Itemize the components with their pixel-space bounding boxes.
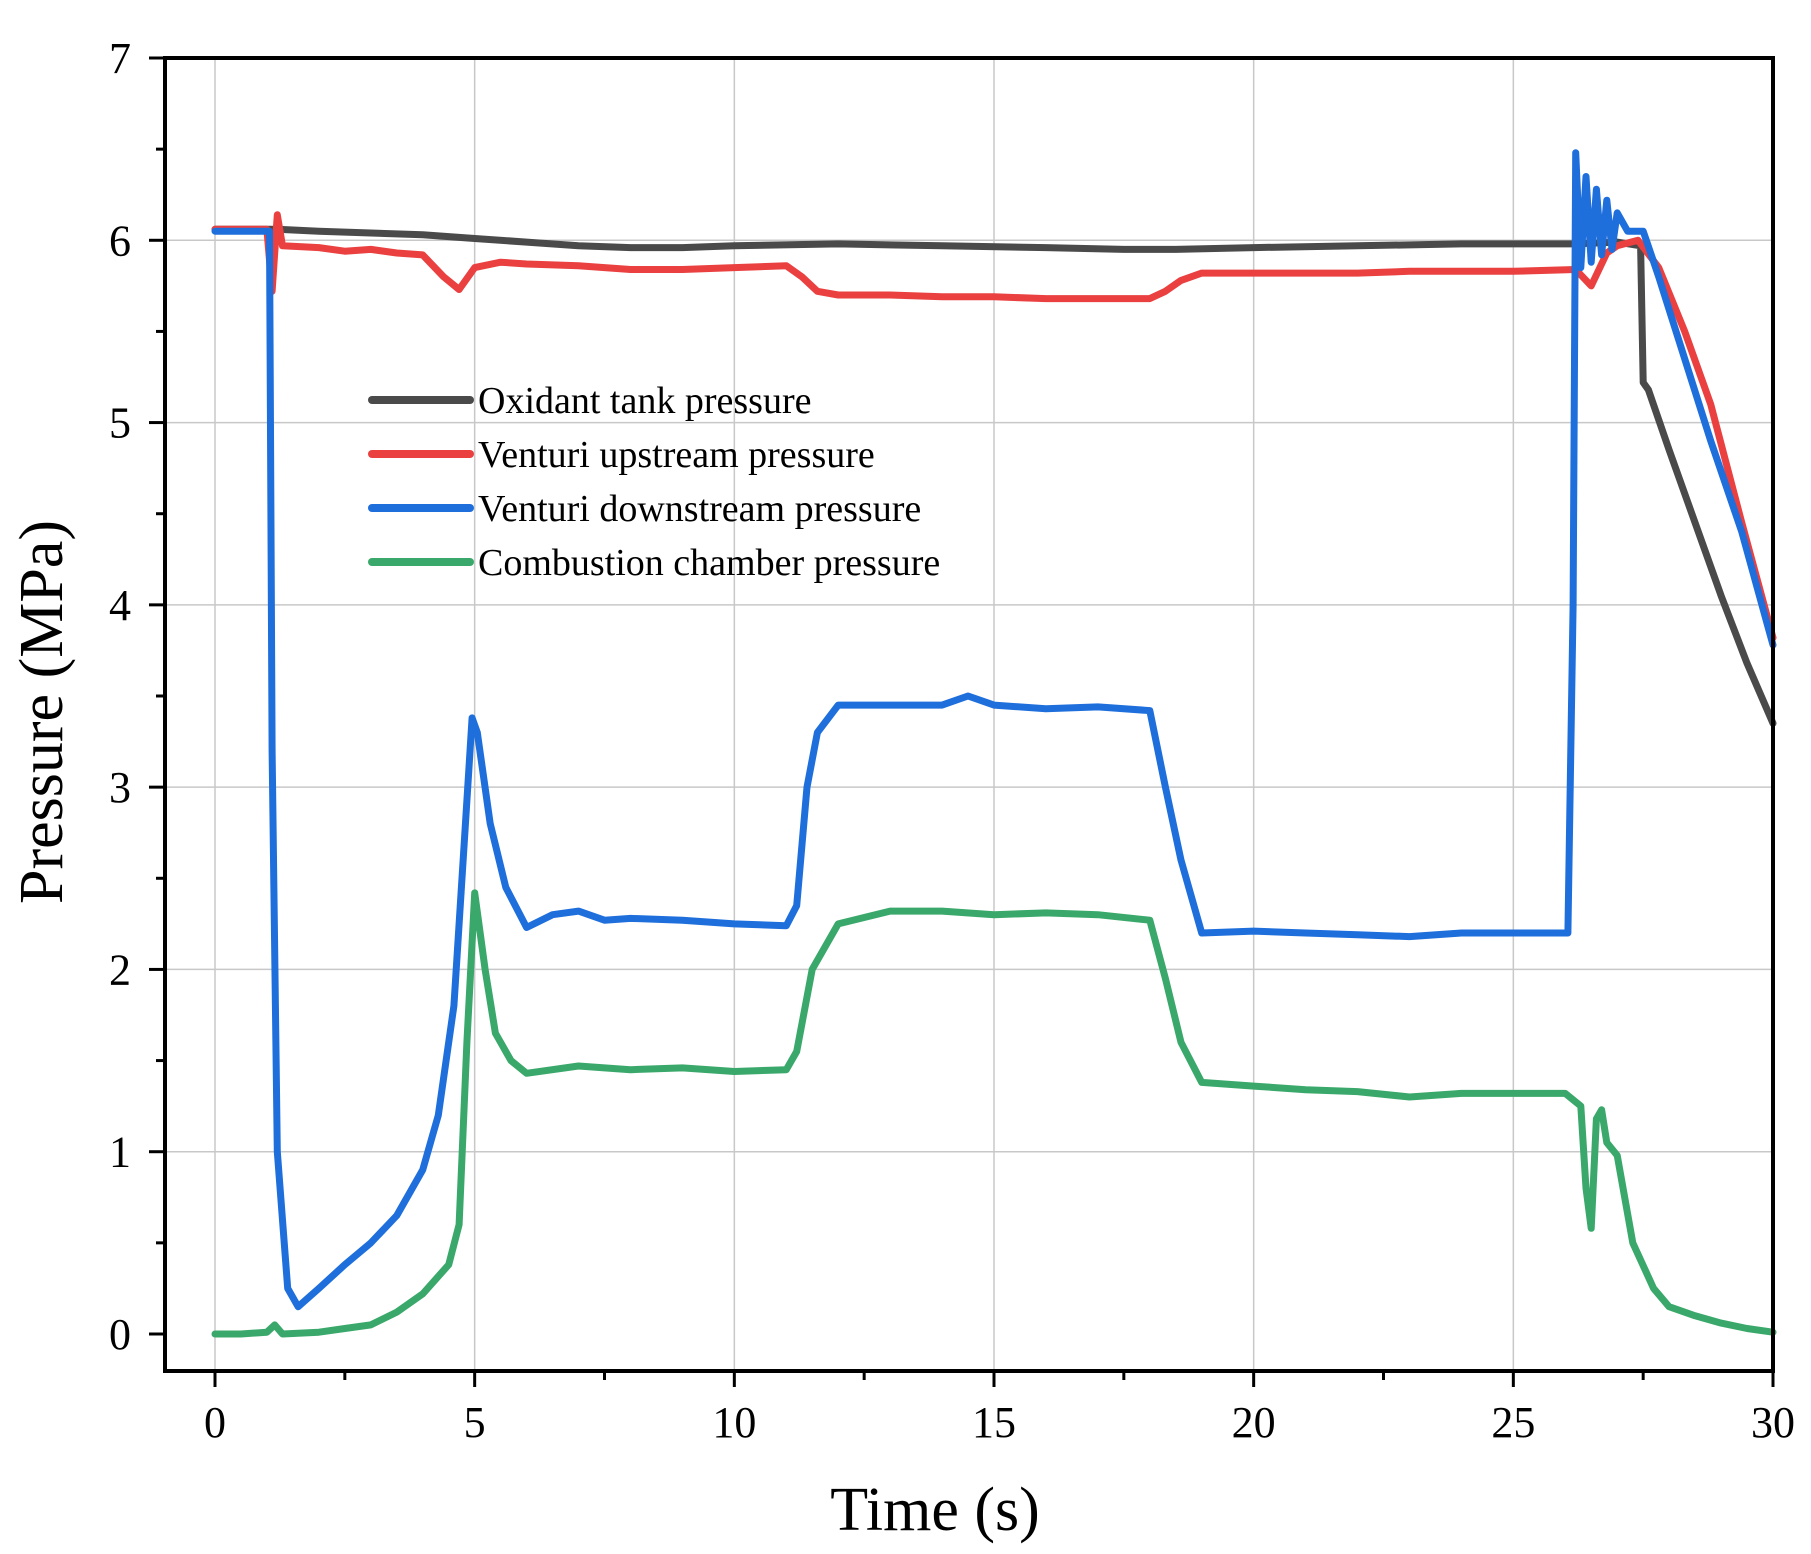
y-tick-label: 7 (109, 34, 131, 83)
legend-label-venturi-upstream-pressure: Venturi upstream pressure (478, 434, 875, 476)
plot-frame (163, 56, 1775, 1373)
y-tick-label: 1 (109, 1128, 131, 1177)
series-line-venturi-downstream-pressure (211, 149, 1777, 1311)
series-layer (211, 149, 1777, 1338)
tick-labels: 0 5 10 15 20 25 30 0 1 2 3 4 5 6 7 (109, 34, 1795, 1447)
y-tick-label: 5 (109, 399, 131, 448)
series-line-venturi-upstream-pressure (211, 211, 1777, 642)
legend-label-combustion-chamber-pressure: Combustion chamber pressure (478, 542, 940, 584)
x-tick-label: 10 (712, 1398, 756, 1447)
x-tick-label: 0 (204, 1398, 226, 1447)
x-tick-label: 15 (972, 1398, 1016, 1447)
series-line-oxidant-tank-pressure (211, 225, 1777, 727)
y-axis-title: Pressure (MPa) (8, 520, 76, 904)
legend: Oxidant tank pressure Venturi upstream pr… (368, 380, 940, 584)
y-tick-label: 6 (109, 216, 131, 265)
grid (165, 58, 1774, 1371)
y-tick-label: 4 (109, 581, 131, 630)
x-axis-title: Time (s) (830, 1476, 1040, 1544)
x-tick-label: 5 (464, 1398, 486, 1447)
x-tick-label: 20 (1232, 1398, 1276, 1447)
y-tick-label: 2 (109, 945, 131, 994)
legend-label-oxidant-tank-pressure: Oxidant tank pressure (478, 380, 811, 422)
x-tick-label: 30 (1751, 1398, 1795, 1447)
x-tick-label: 25 (1491, 1398, 1535, 1447)
axis-ticks (149, 56, 1775, 1387)
y-tick-label: 3 (109, 763, 131, 812)
series-line-combustion-chamber-pressure (211, 889, 1777, 1338)
legend-label-venturi-downstream-pressure: Venturi downstream pressure (478, 488, 921, 530)
y-tick-label: 0 (109, 1310, 131, 1359)
